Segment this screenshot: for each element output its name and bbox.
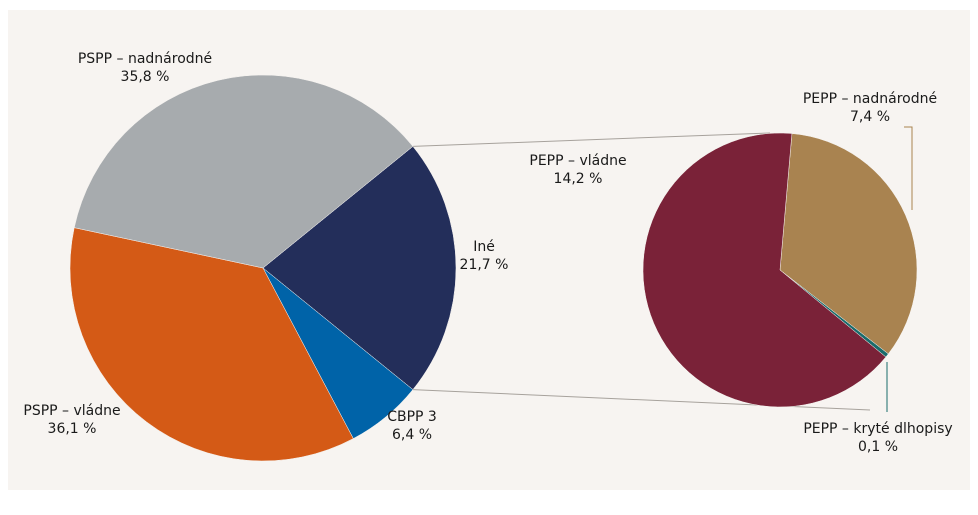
slice-value: 0,1 % [858, 439, 898, 455]
slice-value: 6,4 % [392, 427, 432, 443]
slice-label: Iné [473, 239, 495, 255]
slice-label: PEPP – kryté dlhopisy [803, 421, 952, 437]
pie-slice [779, 133, 918, 355]
slice-value: 35,8 % [121, 69, 170, 85]
slice-value: 7,4 % [850, 109, 890, 125]
pies [69, 74, 918, 462]
slice-label: PSPP – nadnárodné [78, 51, 212, 67]
leader-line [904, 126, 913, 210]
slice-label: CBPP 3 [387, 409, 437, 425]
connector-line [412, 132, 771, 147]
pie-slice [73, 74, 414, 269]
slice-label: PEPP – nadnárodné [803, 91, 937, 107]
slice-value: 21,7 % [460, 257, 509, 273]
slice-label: PSPP – vládne [23, 403, 120, 419]
slice-value: 36,1 % [48, 421, 97, 437]
pie-slice [262, 146, 457, 390]
slice-value: 14,2 % [554, 171, 603, 187]
pie-slice [642, 132, 887, 408]
slice-label: PEPP – vládne [529, 153, 626, 169]
labels: Iné 21,7 % CBPP 3 6,4 % PSPP – vládne 36,1 % P… [23, 51, 952, 455]
pie-slice [69, 227, 354, 462]
